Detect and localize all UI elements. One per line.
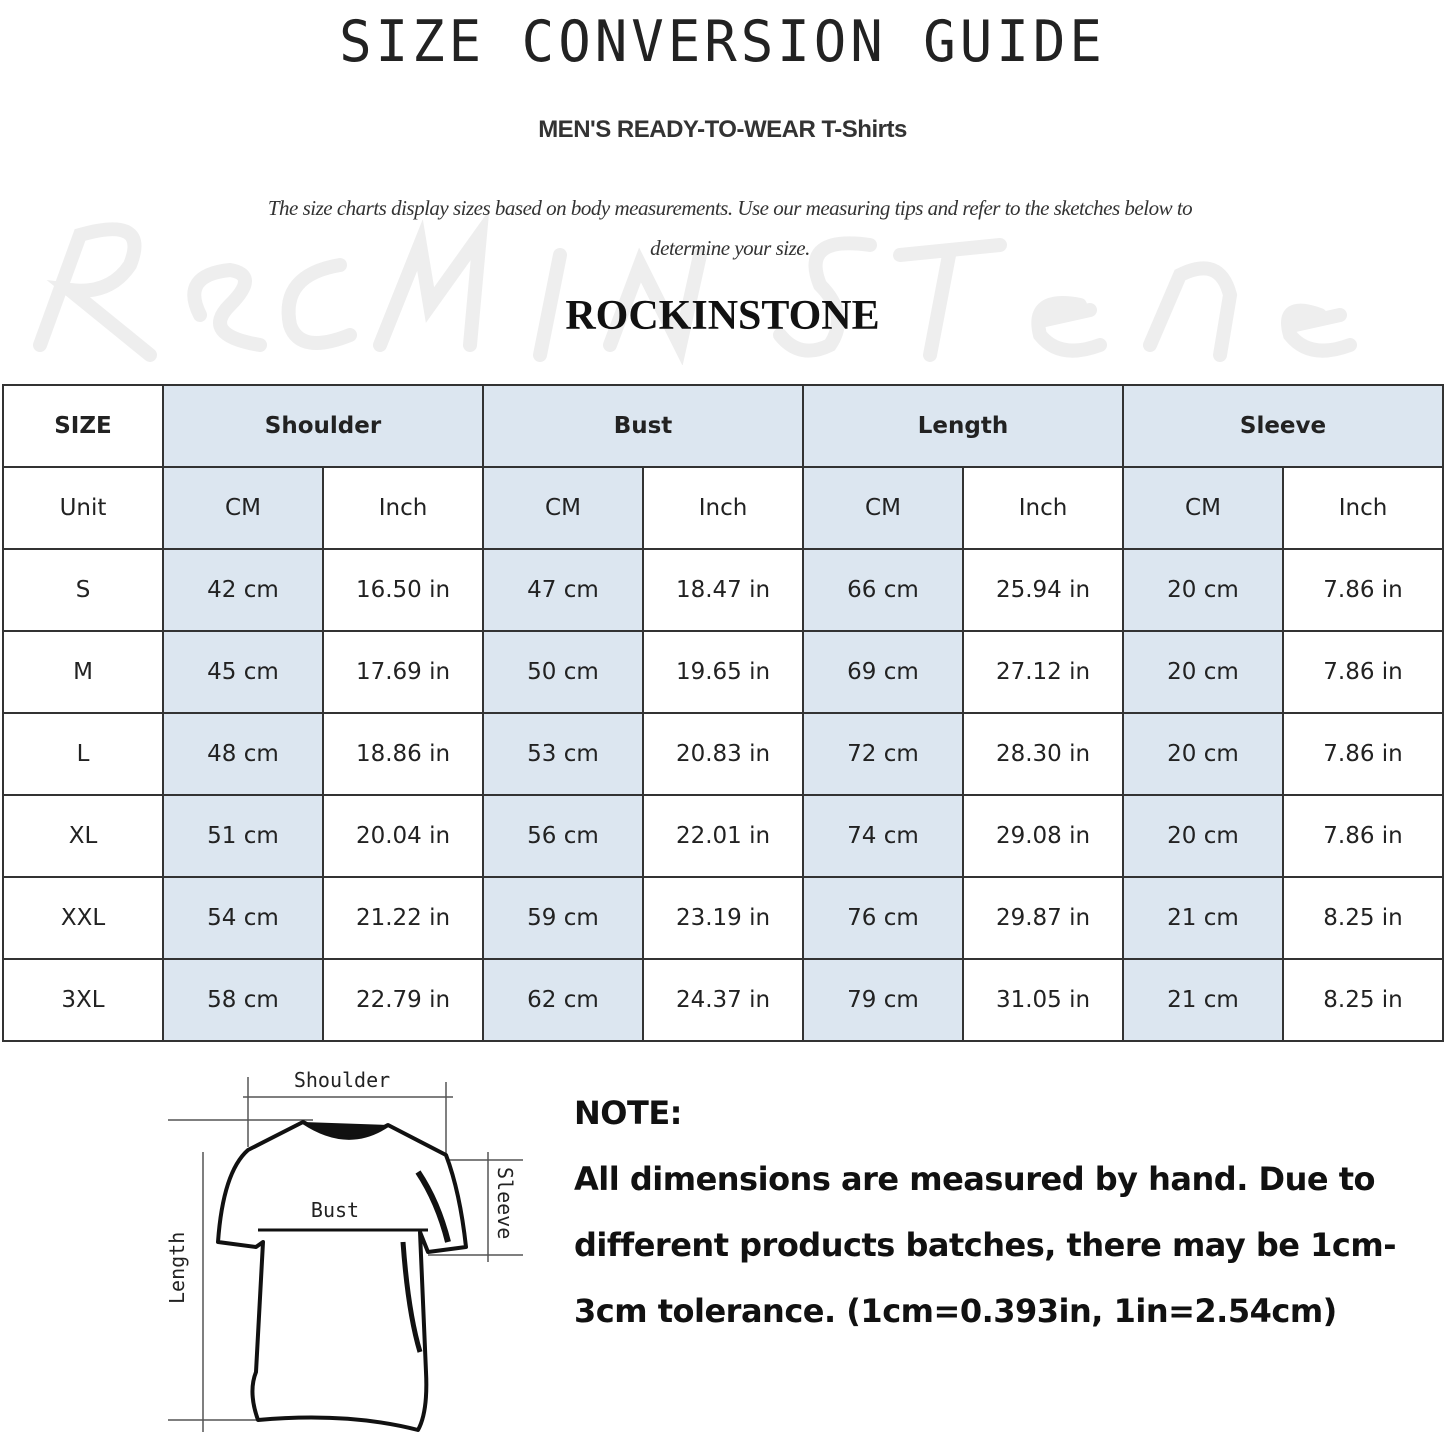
size-header: SIZE [2, 384, 164, 468]
cm-value: 51 cm [162, 794, 324, 878]
table-row: XXL 54 cm 21.22 in 59 cm 23.19 in 76 cm 29.87 … [2, 876, 1444, 960]
note-heading: NOTE: [574, 1094, 682, 1132]
size-cell: M [2, 630, 164, 714]
group-header: Shoulder [162, 384, 484, 468]
inch-value: 7.86 in [1282, 712, 1444, 796]
table-row: XL 51 cm 20.04 in 56 cm 22.01 in 74 cm 29.08 i… [2, 794, 1444, 878]
inch-value: 31.05 in [962, 958, 1124, 1042]
note-body: All dimensions are measured by hand. Due… [574, 1160, 1397, 1330]
inch-value: 24.37 in [642, 958, 804, 1042]
inch-value: 28.30 in [962, 712, 1124, 796]
table-row: S 42 cm 16.50 in 47 cm 18.47 in 66 cm 25.94 in… [2, 548, 1444, 632]
description: The size charts display sizes based on b… [267, 196, 1193, 260]
inch-value: 17.69 in [322, 630, 484, 714]
inch-value: 16.50 in [322, 548, 484, 632]
subtitle: MEN'S READY-TO-WEAR T-Shirts [538, 116, 907, 143]
note: NOTE: All dimensions are measured by han… [574, 1080, 1434, 1344]
length-label: Length [165, 1232, 189, 1304]
unit-inch: Inch [642, 466, 804, 550]
inch-value: 19.65 in [642, 630, 804, 714]
cm-value: 50 cm [482, 630, 644, 714]
cm-value: 20 cm [1122, 794, 1284, 878]
cm-value: 74 cm [802, 794, 964, 878]
inch-value: 21.22 in [322, 876, 484, 960]
cm-value: 58 cm [162, 958, 324, 1042]
cm-value: 48 cm [162, 712, 324, 796]
cm-value: 20 cm [1122, 548, 1284, 632]
unit-cm: CM [482, 466, 644, 550]
cm-value: 69 cm [802, 630, 964, 714]
cm-value: 47 cm [482, 548, 644, 632]
inch-value: 22.79 in [322, 958, 484, 1042]
inch-value: 7.86 in [1282, 794, 1444, 878]
cm-value: 59 cm [482, 876, 644, 960]
size-cell: L [2, 712, 164, 796]
inch-value: 27.12 in [962, 630, 1124, 714]
inch-value: 18.86 in [322, 712, 484, 796]
inch-value: 7.86 in [1282, 630, 1444, 714]
inch-value: 7.86 in [1282, 548, 1444, 632]
tshirt-sketch: Shoulder Bust Sleeve Length [165, 1068, 523, 1432]
bust-label: Bust [311, 1198, 359, 1222]
group-header: Length [802, 384, 1124, 468]
table-row: M 45 cm 17.69 in 50 cm 19.65 in 69 cm 27.12 in… [2, 630, 1444, 714]
cm-value: 72 cm [802, 712, 964, 796]
size-table: SIZE Shoulder Bust Length Sleeve Unit CM Inch CM… [2, 384, 1444, 1042]
size-cell: 3XL [2, 958, 164, 1042]
group-header: Sleeve [1122, 384, 1444, 468]
inch-value: 25.94 in [962, 548, 1124, 632]
inch-value: 20.04 in [322, 794, 484, 878]
unit-cm: CM [802, 466, 964, 550]
cm-value: 76 cm [802, 876, 964, 960]
cm-value: 42 cm [162, 548, 324, 632]
group-header: Bust [482, 384, 804, 468]
unit-cm: CM [162, 466, 324, 550]
inch-value: 23.19 in [642, 876, 804, 960]
unit-row: Unit CM Inch CM Inch CM Inch CM Inch [2, 466, 1444, 550]
inch-value: 29.08 in [962, 794, 1124, 878]
unit-label: Unit [2, 466, 164, 550]
cm-value: 56 cm [482, 794, 644, 878]
size-cell: XXL [2, 876, 164, 960]
watermark-logo [33, 209, 1357, 365]
cm-value: 66 cm [802, 548, 964, 632]
inch-value: 22.01 in [642, 794, 804, 878]
unit-inch: Inch [1282, 466, 1444, 550]
table-row: 3XL 58 cm 22.79 in 62 cm 24.37 in 79 cm 31.05 … [2, 958, 1444, 1042]
cm-value: 20 cm [1122, 630, 1284, 714]
inch-value: 20.83 in [642, 712, 804, 796]
inch-value: 8.25 in [1282, 958, 1444, 1042]
brand-name: ROCKINSTONE [565, 293, 880, 339]
unit-inch: Inch [322, 466, 484, 550]
page-title: SIZE CONVERSION GUIDE [339, 8, 1106, 75]
size-cell: S [2, 548, 164, 632]
table-row: L 48 cm 18.86 in 53 cm 20.83 in 72 cm 28.30 in… [2, 712, 1444, 796]
cm-value: 45 cm [162, 630, 324, 714]
unit-inch: Inch [962, 466, 1124, 550]
cm-value: 54 cm [162, 876, 324, 960]
inch-value: 18.47 in [642, 548, 804, 632]
shoulder-label: Shoulder [294, 1068, 390, 1092]
cm-value: 20 cm [1122, 712, 1284, 796]
size-cell: XL [2, 794, 164, 878]
inch-value: 8.25 in [1282, 876, 1444, 960]
cm-value: 53 cm [482, 712, 644, 796]
cm-value: 79 cm [802, 958, 964, 1042]
cm-value: 62 cm [482, 958, 644, 1042]
cm-value: 21 cm [1122, 876, 1284, 960]
inch-value: 29.87 in [962, 876, 1124, 960]
header-row: SIZE Shoulder Bust Length Sleeve [2, 384, 1444, 468]
cm-value: 21 cm [1122, 958, 1284, 1042]
sleeve-label: Sleeve [493, 1167, 517, 1239]
unit-cm: CM [1122, 466, 1284, 550]
